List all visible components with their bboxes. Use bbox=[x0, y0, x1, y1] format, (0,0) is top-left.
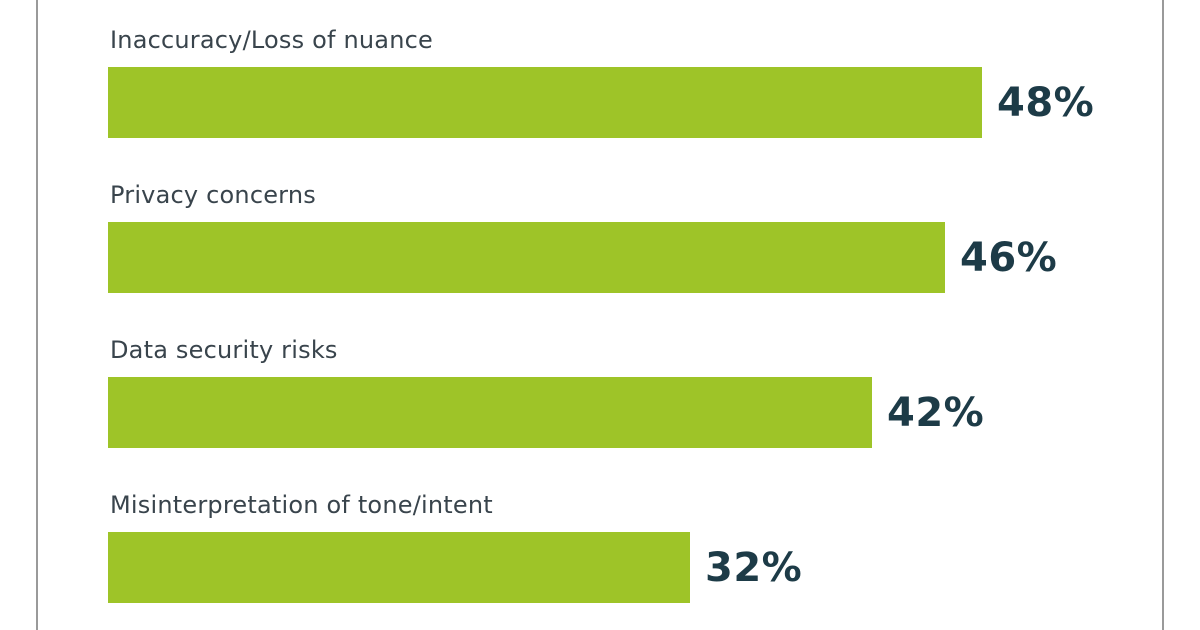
bar bbox=[108, 532, 690, 603]
category-label: Privacy concerns bbox=[110, 181, 316, 209]
card-left-border bbox=[36, 0, 38, 630]
bar-row: Data security risks 42% bbox=[108, 335, 1148, 448]
value-label: 46% bbox=[960, 234, 1058, 281]
value-label: 48% bbox=[997, 79, 1095, 126]
bar-row: Misinterpretation of tone/intent 32% bbox=[108, 490, 1148, 603]
category-label: Misinterpretation of tone/intent bbox=[110, 491, 493, 519]
bar-row: Inaccuracy/Loss of nuance 48% bbox=[108, 25, 1148, 138]
bar bbox=[108, 222, 945, 293]
bar-line: 48% bbox=[108, 67, 1148, 138]
bar bbox=[108, 377, 872, 448]
category-label: Data security risks bbox=[110, 336, 338, 364]
category-label: Inaccuracy/Loss of nuance bbox=[110, 26, 433, 54]
card-right-border bbox=[1162, 0, 1164, 630]
bar-line: 46% bbox=[108, 222, 1148, 293]
bar-row: Privacy concerns 46% bbox=[108, 180, 1148, 293]
horizontal-bar-chart: Inaccuracy/Loss of nuance 48% Privacy co… bbox=[108, 25, 1148, 630]
bar bbox=[108, 67, 982, 138]
value-label: 32% bbox=[705, 544, 803, 591]
bar-line: 42% bbox=[108, 377, 1148, 448]
value-label: 42% bbox=[887, 389, 985, 436]
bar-line: 32% bbox=[108, 532, 1148, 603]
